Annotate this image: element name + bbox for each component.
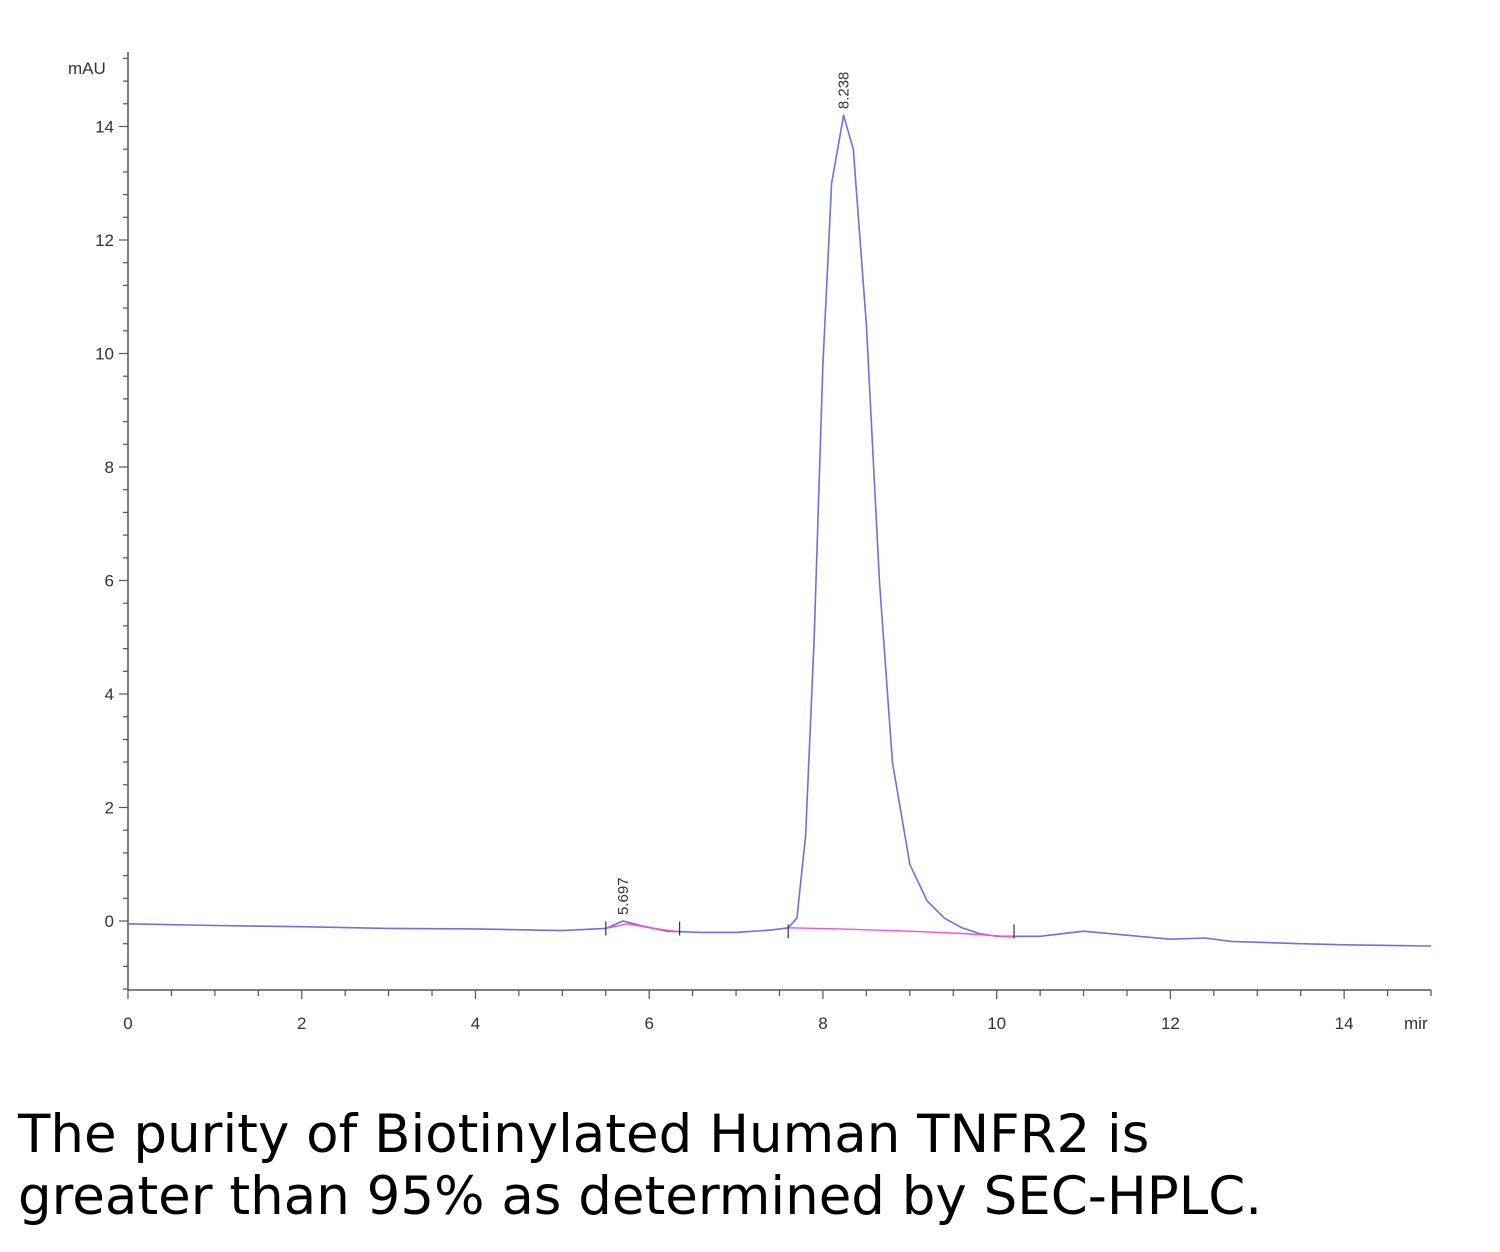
x-tick-label: 10	[987, 1014, 1006, 1033]
y-tick-label: 4	[105, 685, 114, 704]
x-tick-label: 4	[471, 1014, 480, 1033]
y-tick-label: 2	[105, 799, 114, 818]
series	[127, 114, 1432, 947]
baseline-segment	[788, 927, 1015, 938]
chromatogram-chart: 0 2 4 6 8 10 12 14 0 2 4 6 8 10 12 14 5.697 8.238 mAU mir	[68, 52, 1432, 1033]
peak-label: 8.238	[836, 72, 853, 110]
chromatogram-trace	[127, 114, 1432, 947]
x-tick-label: 0	[123, 1014, 132, 1033]
caption-line-1: The purity of Biotinylated Human TNFR2 i…	[18, 1104, 1150, 1165]
x-tick-label: 8	[818, 1014, 827, 1033]
y-tick-label: 14	[95, 118, 114, 137]
x-tick-label: 12	[1161, 1014, 1180, 1033]
x-tick-label: 14	[1335, 1014, 1354, 1033]
tick-labels: 0 2 4 6 8 10 12 14 0 2 4 6 8 10 12 14 5.697 8.238	[95, 72, 1354, 1033]
y-tick-label: 10	[95, 345, 114, 364]
peak-label: 5.697	[615, 877, 632, 915]
y-tick-label: 0	[105, 912, 114, 931]
y-tick-label: 6	[105, 572, 114, 591]
axes	[127, 52, 1431, 991]
y-tick-label: 8	[105, 458, 114, 477]
baseline-segment	[605, 923, 676, 932]
caption-line-2: greater than 95% as determined by SEC-HP…	[18, 1166, 1263, 1227]
x-tick-label: 6	[644, 1014, 653, 1033]
y-unit-label: mAU	[68, 59, 106, 78]
x-unit-label: mir	[1404, 1014, 1428, 1033]
caption: The purity of Biotinylated Human TNFR2 i…	[18, 1104, 1478, 1228]
x-tick-label: 2	[297, 1014, 306, 1033]
y-tick-label: 12	[95, 231, 114, 250]
ticks	[119, 57, 1432, 999]
